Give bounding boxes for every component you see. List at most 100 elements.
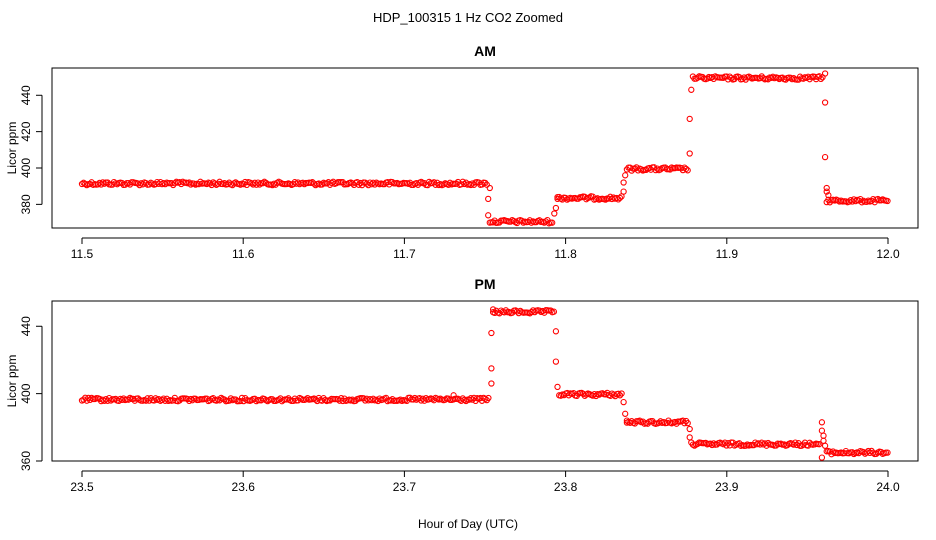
am-data-points bbox=[78, 70, 891, 227]
am-data-point bbox=[269, 181, 276, 189]
pm-transition-point bbox=[818, 419, 826, 426]
am-data-point bbox=[256, 181, 263, 188]
pm-data-segment bbox=[823, 447, 891, 458]
x-axis-label: Hour of Day (UTC) bbox=[418, 517, 518, 531]
am-data-point bbox=[616, 194, 624, 202]
pm-x-tick-label: 23.5 bbox=[70, 480, 94, 494]
am-transition-point bbox=[485, 212, 492, 219]
am-y-tick-label: 440 bbox=[19, 85, 33, 105]
pm-data-point bbox=[816, 441, 823, 448]
pm-data-point bbox=[237, 397, 244, 405]
pm-data-point bbox=[418, 397, 425, 404]
am-x-tick-label: 11.5 bbox=[71, 247, 94, 261]
pm-data-point bbox=[615, 390, 622, 397]
pm-data-point bbox=[467, 395, 474, 402]
pm-x-tick-label: 23.7 bbox=[393, 480, 417, 494]
am-data-point bbox=[136, 181, 143, 189]
am-transition-point bbox=[486, 184, 493, 192]
am-transition-point bbox=[823, 184, 830, 192]
pm-transition-point bbox=[622, 410, 629, 417]
pm-x-tick-label: 24.0 bbox=[876, 480, 900, 494]
pm-transition-point bbox=[820, 437, 827, 444]
am-data-point bbox=[682, 165, 690, 173]
am-data-point bbox=[549, 219, 556, 226]
am-x-tick-label: 12.0 bbox=[876, 247, 900, 261]
figure-title: HDP_100315 1 Hz CO2 Zoomed bbox=[373, 10, 563, 25]
am-x-tick-label: 11.7 bbox=[393, 247, 416, 261]
pm-data-point bbox=[152, 395, 159, 402]
pm-data-point bbox=[547, 307, 554, 314]
pm-x-tick-label: 23.8 bbox=[554, 480, 578, 494]
am-transition-point bbox=[821, 99, 829, 106]
pm-data-point bbox=[482, 395, 489, 403]
am-data-point bbox=[764, 76, 772, 83]
am-transition-point bbox=[622, 172, 629, 179]
am-data-segment bbox=[623, 164, 691, 174]
am-data-point bbox=[232, 179, 239, 186]
pm-transition-point bbox=[552, 358, 560, 365]
pm-data-points bbox=[78, 306, 891, 461]
pm-data-point bbox=[618, 390, 625, 397]
am-transition-point bbox=[688, 86, 695, 93]
pm-transition-point bbox=[818, 427, 826, 434]
pm-data-point bbox=[616, 392, 624, 399]
pm-data-point bbox=[485, 394, 492, 402]
pm-transition-point bbox=[686, 434, 693, 441]
pm-transition-point bbox=[688, 439, 695, 446]
am-data-point bbox=[536, 217, 543, 224]
pm-x-tick-label: 23.6 bbox=[232, 480, 256, 494]
am-y-tick-label: 380 bbox=[19, 194, 33, 214]
am-data-point bbox=[884, 197, 891, 205]
pm-data-point bbox=[101, 397, 108, 404]
pm-data-point bbox=[171, 394, 178, 402]
am-plot-frame bbox=[51, 67, 919, 229]
pm-transition-point bbox=[488, 380, 495, 387]
pm-y-axis-label: Licor ppm bbox=[5, 355, 19, 408]
am-data-point bbox=[684, 167, 691, 174]
pm-transition-point bbox=[820, 432, 827, 439]
am-y-tick-label: 400 bbox=[19, 158, 33, 178]
pm-data-segment bbox=[689, 439, 823, 449]
am-data-segment bbox=[486, 216, 556, 227]
am-transition-point bbox=[823, 188, 830, 195]
pm-transition-point bbox=[450, 392, 457, 399]
am-transition-point bbox=[551, 210, 558, 217]
pm-data-point bbox=[550, 308, 558, 315]
am-data-point bbox=[857, 195, 864, 203]
pm-transition-point bbox=[686, 425, 693, 433]
am-transition-point bbox=[620, 179, 627, 186]
pm-data-segment bbox=[623, 417, 691, 427]
pm-data-point bbox=[684, 419, 691, 427]
pm-data-point bbox=[758, 439, 765, 446]
am-x-tick-label: 11.6 bbox=[232, 247, 255, 261]
am-panel: AM Licor ppm 11.5 11.6 11.7 11.8 11.9 12.0 380… bbox=[5, 43, 919, 261]
am-data-point bbox=[418, 178, 425, 186]
am-y-tick-label: 420 bbox=[19, 121, 33, 141]
pm-transition-point bbox=[488, 365, 495, 372]
am-data-point bbox=[170, 181, 177, 189]
am-transition-point bbox=[821, 153, 829, 161]
pm-data-point bbox=[884, 449, 891, 456]
pm-transition-point bbox=[552, 328, 560, 335]
am-y-axis-label: Licor ppm bbox=[5, 122, 19, 175]
am-data-point bbox=[583, 196, 590, 203]
pm-y-tick-label: 360 bbox=[19, 451, 33, 471]
am-transition-point bbox=[620, 188, 627, 195]
pm-transition-point bbox=[489, 306, 497, 313]
pm-panel: PM Licor ppm 23.5 23.6 23.7 23.8 23.9 24.0 360… bbox=[5, 276, 919, 494]
pm-data-point bbox=[462, 397, 470, 405]
am-data-segment bbox=[689, 73, 826, 83]
pm-transition-point bbox=[620, 398, 627, 406]
pm-panel-title: PM bbox=[475, 276, 496, 292]
am-transition-point bbox=[552, 204, 560, 212]
am-panel-title: AM bbox=[474, 43, 496, 59]
pm-transition-point bbox=[488, 329, 495, 337]
am-transition-point bbox=[821, 70, 829, 77]
pm-y-tick-label: 440 bbox=[19, 316, 33, 336]
am-transition-point bbox=[686, 150, 693, 157]
pm-x-tick-label: 23.9 bbox=[715, 480, 739, 494]
pm-transition-point bbox=[818, 454, 826, 461]
pm-data-segment bbox=[489, 307, 558, 317]
pm-transition-point bbox=[554, 383, 561, 391]
